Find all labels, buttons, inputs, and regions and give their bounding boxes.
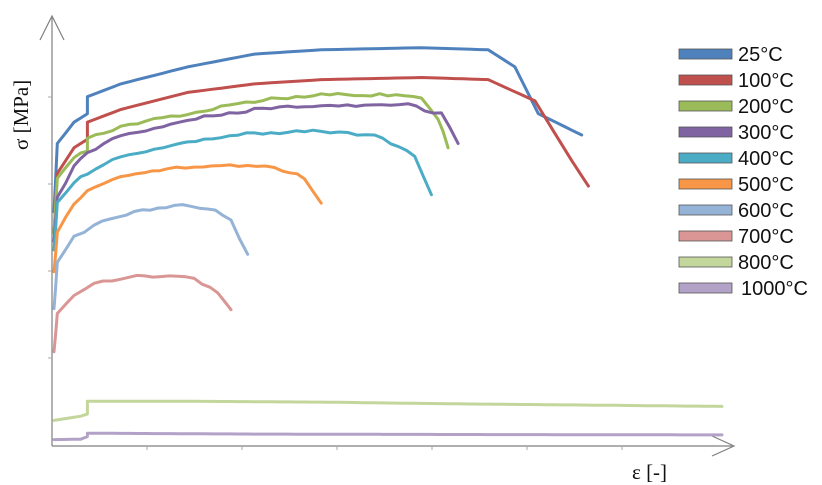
legend-item-25c: 25°C <box>678 44 783 66</box>
legend-swatch-200c <box>678 100 733 112</box>
legend-swatch-400c <box>678 152 733 164</box>
legend-label-600c: 600°C <box>738 200 794 222</box>
y-axis-ticks <box>48 96 52 359</box>
legend-swatch-1000c <box>678 282 733 294</box>
legend-item-600c: 600°C <box>678 200 794 222</box>
legend-swatch-800c <box>678 256 733 268</box>
legend-item-700c: 700°C <box>678 226 794 248</box>
legend-swatch-600c <box>678 204 733 216</box>
legend-label-400c: 400°C <box>738 148 794 170</box>
legend-item-200c: 200°C <box>678 96 794 118</box>
series-line-500c <box>52 163 323 274</box>
series-line-300c <box>52 102 460 243</box>
legend-label-300c: 300°C <box>738 122 794 144</box>
y-axis-title: σ [MPa] <box>9 80 33 150</box>
series-line-600c <box>52 203 250 311</box>
series-line-800c <box>52 399 724 422</box>
x-axis-arrowhead <box>711 435 736 457</box>
legend-label-200c: 200°C <box>738 96 794 118</box>
series-line-400c <box>52 128 433 252</box>
legend-label-1000c: 1000°C <box>741 278 808 300</box>
legend-swatch-500c <box>678 178 733 190</box>
legend-swatch-100c <box>678 74 733 86</box>
legend-label-25c: 25°C <box>738 44 783 66</box>
series-line-700c <box>52 273 233 354</box>
chart-axes <box>39 14 736 457</box>
legend-swatch-25c <box>678 48 733 60</box>
series-line-1000c <box>52 431 724 442</box>
x-axis-title: ε [-] <box>632 460 667 484</box>
legend-swatch-300c <box>678 126 733 138</box>
legend-label-700c: 700°C <box>738 226 794 248</box>
legend-label-100c: 100°C <box>738 70 794 92</box>
legend-item-800c: 800°C <box>678 252 794 274</box>
series-line-100c <box>52 76 590 235</box>
y-axis-arrowhead <box>39 14 65 41</box>
legend-item-500c: 500°C <box>678 174 794 196</box>
legend-label-800c: 800°C <box>738 252 794 274</box>
legend-label-500c: 500°C <box>738 174 794 196</box>
series-line-25c <box>52 46 584 214</box>
legend-swatch-700c <box>678 230 733 242</box>
series-layer <box>52 46 724 442</box>
series-line-200c <box>52 92 450 235</box>
x-axis-ticks <box>146 446 623 450</box>
legend-item-1000c: 1000°C <box>678 278 808 300</box>
legend: 25°C 100°C 200°C 300°C 400°C 500°C 600°C 700°C 8… <box>678 44 808 300</box>
legend-item-300c: 300°C <box>678 122 794 144</box>
legend-item-100c: 100°C <box>678 70 794 92</box>
legend-item-400c: 400°C <box>678 148 794 170</box>
